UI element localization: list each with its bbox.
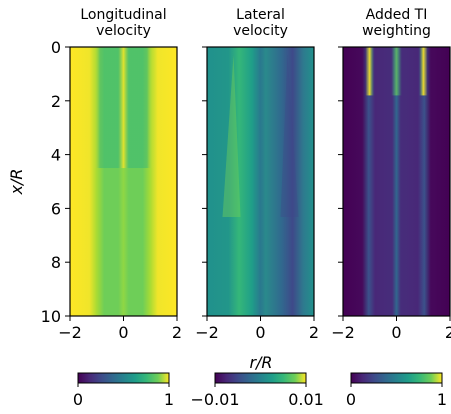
x-tick-label: −2 — [58, 323, 82, 342]
y-tick-label: 10 — [41, 307, 61, 326]
colorbar-gradient — [214, 372, 307, 384]
colorbar-tick-label: 0.01 — [288, 390, 324, 409]
colorbar-gradient — [350, 372, 443, 384]
x-tick-label: 2 — [172, 323, 182, 342]
panel-title: velocity — [233, 23, 288, 39]
near-wake-overlay — [70, 47, 177, 169]
y-tick-label: 8 — [51, 253, 61, 272]
positive-streak — [222, 55, 241, 217]
y-tick-label: 4 — [51, 146, 61, 165]
panel-title: Lateral — [236, 7, 285, 23]
colorbar-tick-label: 0 — [73, 390, 83, 409]
x-tick-label: −2 — [195, 323, 219, 342]
x-tick-label: 0 — [391, 323, 401, 342]
colorbar-gradient — [77, 372, 170, 384]
panel-title: velocity — [96, 23, 151, 39]
negative-streak — [280, 55, 299, 217]
y-axis-label: x/R — [7, 169, 26, 196]
panel-title: Added TI — [366, 7, 428, 23]
colorbar-tick-label: 1 — [164, 390, 174, 409]
x-tick-label: 0 — [255, 323, 265, 342]
y-tick-label: 2 — [51, 92, 61, 111]
colorbar-tick-label: 0 — [346, 390, 356, 409]
x-tick-label: −2 — [331, 323, 355, 342]
colorbar-tick-label: −0.01 — [190, 390, 239, 409]
colorbar-tick-label: 1 — [437, 390, 447, 409]
x-tick-label: 2 — [445, 323, 451, 342]
panel-title: weighting — [362, 23, 431, 39]
y-tick-label: 0 — [51, 38, 61, 57]
tip-shear-overlay — [343, 47, 450, 96]
colorbar-lateral: −0.01 0.01 — [190, 372, 324, 409]
x-tick-label: 0 — [118, 323, 128, 342]
y-tick-label: 6 — [51, 199, 61, 218]
heatmap-lateral — [207, 47, 314, 316]
x-axis-label: r/R — [249, 353, 272, 372]
panel-title: Longitudinal — [80, 7, 166, 23]
x-tick-label: 2 — [309, 323, 319, 342]
